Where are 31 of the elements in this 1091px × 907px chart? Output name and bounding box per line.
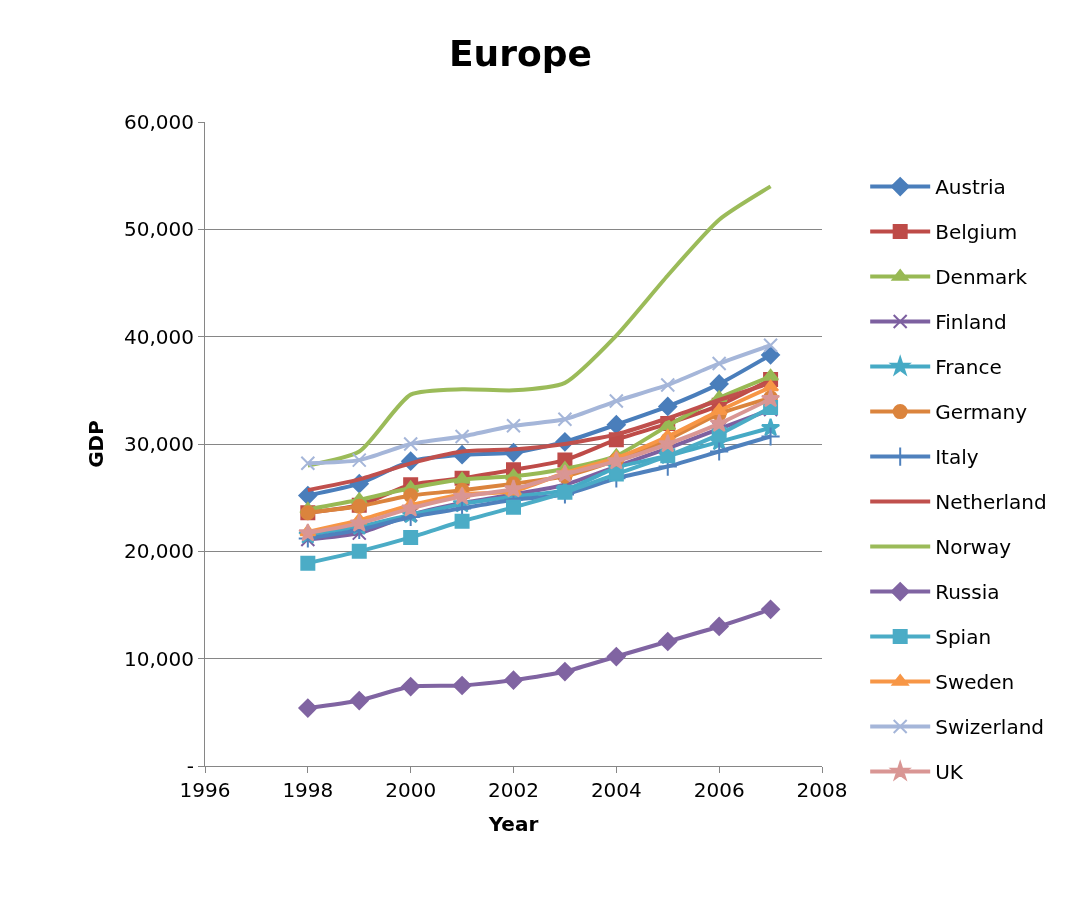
legend-label: Netherland bbox=[935, 490, 1047, 515]
x-tick-label: 2008 bbox=[796, 778, 848, 802]
legend-label: Germany bbox=[935, 400, 1028, 425]
y-tick-label: 30,000 bbox=[124, 432, 194, 456]
y-axis-title: GDP bbox=[83, 420, 108, 468]
x-tick-label: 2006 bbox=[693, 778, 745, 802]
legend-label: Austria bbox=[935, 175, 1006, 200]
x-axis-title: Year bbox=[487, 811, 539, 836]
chart-title: Europe bbox=[448, 33, 592, 75]
legend-label: Spian bbox=[935, 625, 992, 650]
x-tick-label: 1996 bbox=[179, 778, 231, 802]
legend-label: France bbox=[935, 355, 1002, 380]
y-tick-label: 40,000 bbox=[124, 324, 194, 349]
x-tick-label: 2002 bbox=[488, 778, 539, 802]
legend-label: Swizerland bbox=[935, 715, 1045, 740]
y-tick-label: 20,000 bbox=[124, 539, 194, 564]
y-tick-label: 50,000 bbox=[124, 217, 194, 242]
legend-label: Belgium bbox=[935, 220, 1018, 245]
x-tick-label: 2000 bbox=[385, 778, 437, 802]
y-tick-label: 60,000 bbox=[124, 110, 194, 134]
legend-label: Italy bbox=[935, 445, 979, 470]
legend-label: UK bbox=[935, 760, 964, 785]
legend-label: Sweden bbox=[935, 670, 1015, 695]
legend-label: Russia bbox=[935, 580, 1000, 605]
x-tick-label: 1998 bbox=[282, 778, 334, 802]
y-tick-label: - bbox=[186, 754, 194, 778]
legend-label: Denmark bbox=[935, 265, 1028, 290]
x-tick-label: 2004 bbox=[590, 778, 642, 802]
legend-label: Norway bbox=[935, 535, 1012, 560]
legend-label: Finland bbox=[935, 310, 1007, 335]
y-tick-label: 10,000 bbox=[124, 646, 194, 671]
